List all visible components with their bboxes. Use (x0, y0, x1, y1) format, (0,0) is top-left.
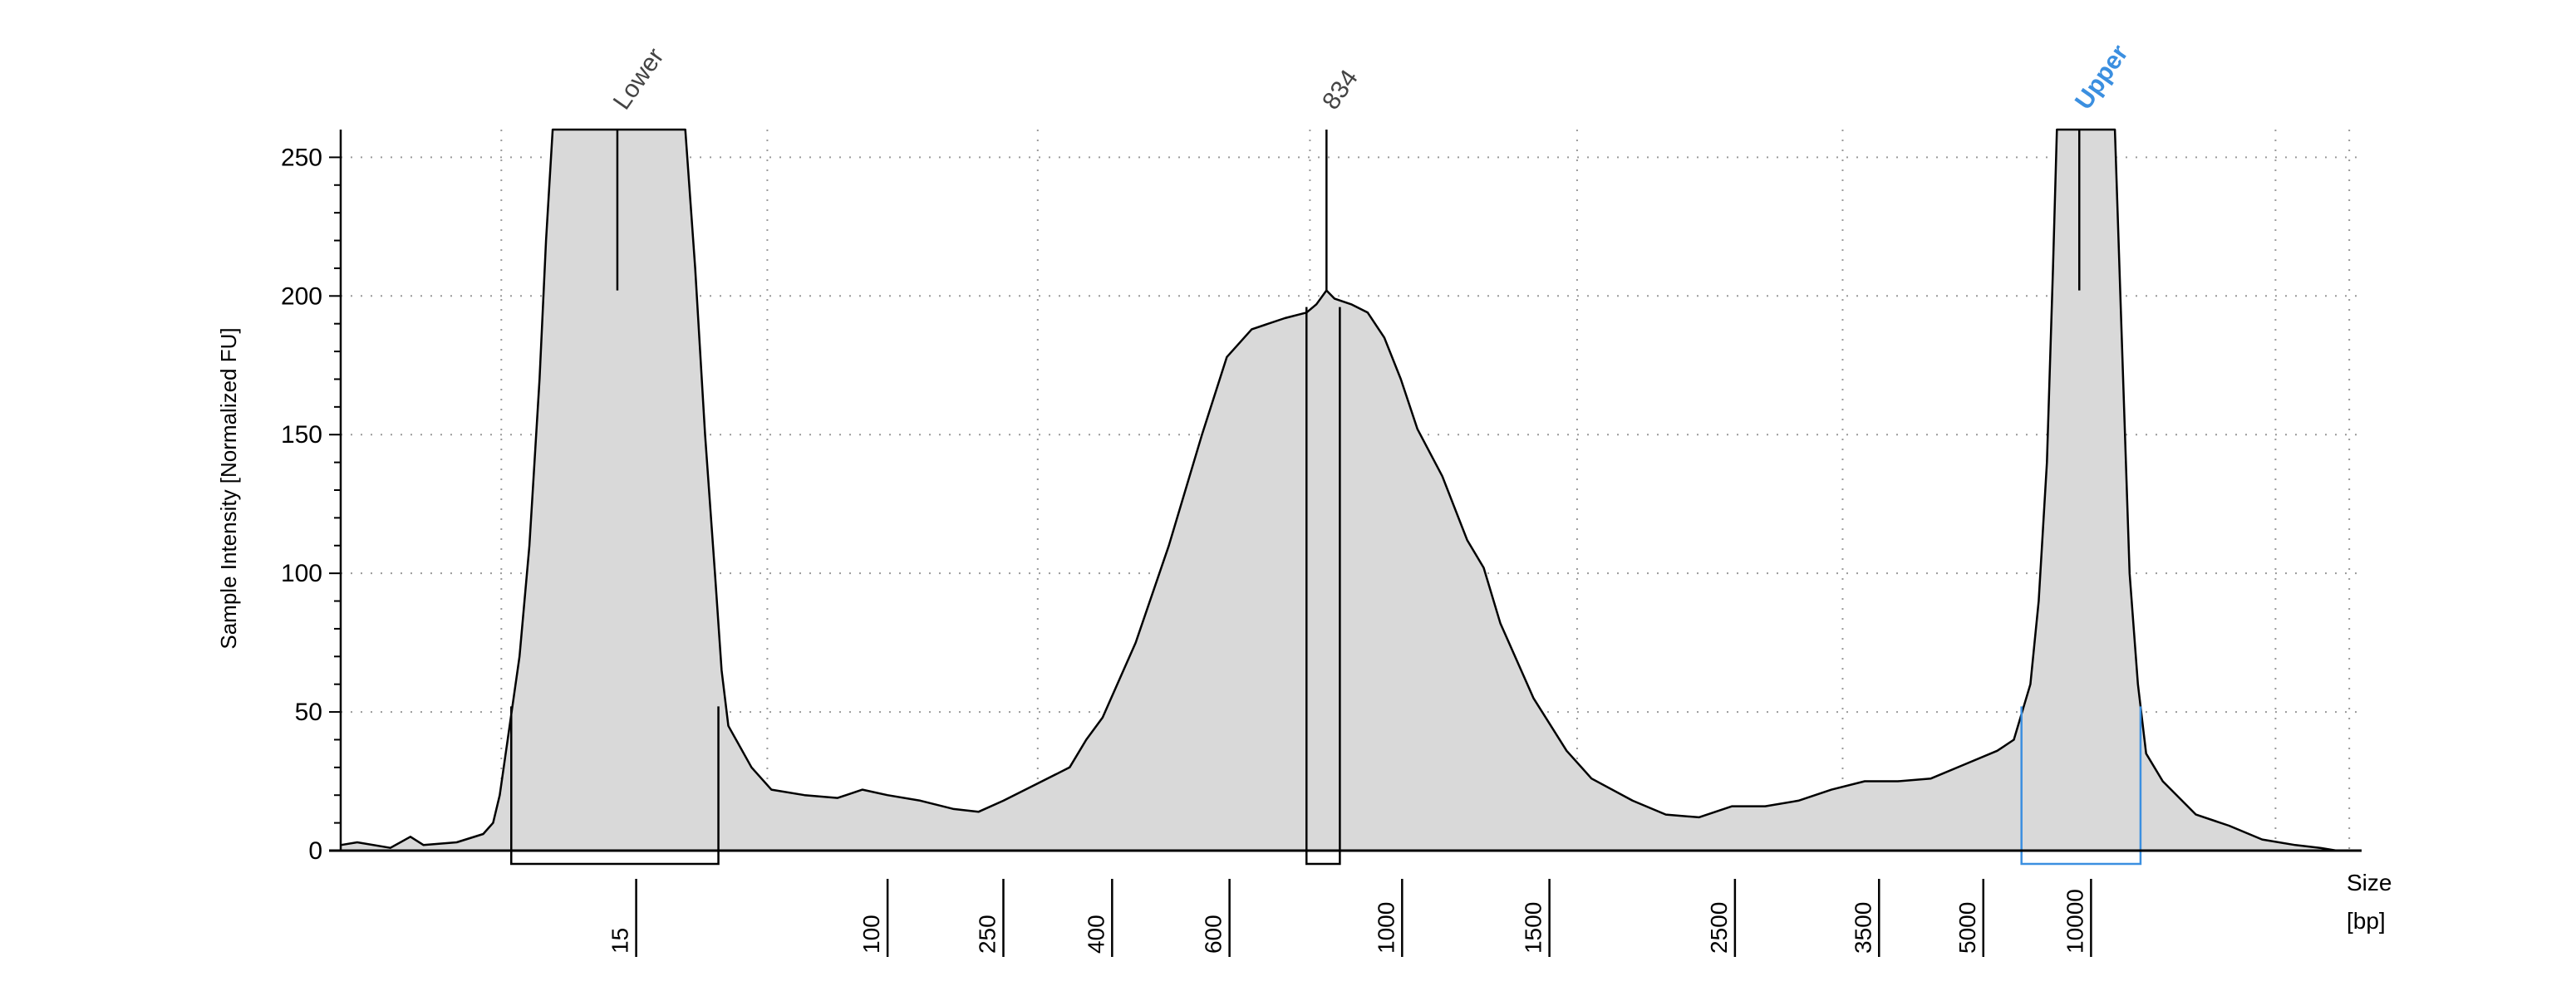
x-axis-label-unit: [bp] (2347, 908, 2386, 934)
peak-label-upper: Upper (2070, 40, 2134, 115)
axes (329, 130, 2362, 957)
x-axis-label-size: Size (2347, 870, 2392, 895)
y-axis-label: Sample Intensity [Normalized FU] (216, 327, 241, 649)
y-tick-label-250: 250 (281, 144, 322, 171)
x-tick-label-400: 400 (1083, 915, 1109, 954)
x-tick-label-100: 100 (858, 915, 884, 954)
x-tick-label-2500: 2500 (1706, 902, 1732, 954)
y-tick-label-50: 50 (295, 699, 322, 726)
x-tick-label-3500: 3500 (1850, 902, 1875, 954)
peak-label-834: 834 (1317, 65, 1364, 115)
x-tick-label-1500: 1500 (1521, 902, 1546, 954)
y-tick-label-150: 150 (281, 421, 322, 449)
peak-region-lower (510, 706, 720, 866)
x-tick-label-10000: 10000 (2062, 889, 2087, 954)
data-area (340, 128, 2362, 852)
series-line-0 (340, 128, 2362, 852)
series-fill-0 (341, 130, 2362, 851)
peak-region-upper (2020, 706, 2142, 866)
x-tick-label-250: 250 (974, 915, 1000, 954)
y-tick-label-0: 0 (308, 837, 322, 865)
y-tick-label-200: 200 (281, 282, 322, 310)
peak-regions (510, 130, 2142, 866)
x-tick-label-600: 600 (1201, 915, 1227, 954)
peak-label-lower: Lower (608, 43, 670, 115)
x-tick-label-5000: 5000 (1954, 902, 1980, 954)
peak-region-834 (1305, 307, 1341, 866)
x-tick-label-15: 15 (607, 928, 633, 954)
labels: Sample Intensity [Normalized FU] Size [b… (216, 40, 2392, 954)
y-tick-label-100: 100 (281, 560, 322, 587)
x-tick-label-1000: 1000 (1373, 902, 1399, 954)
